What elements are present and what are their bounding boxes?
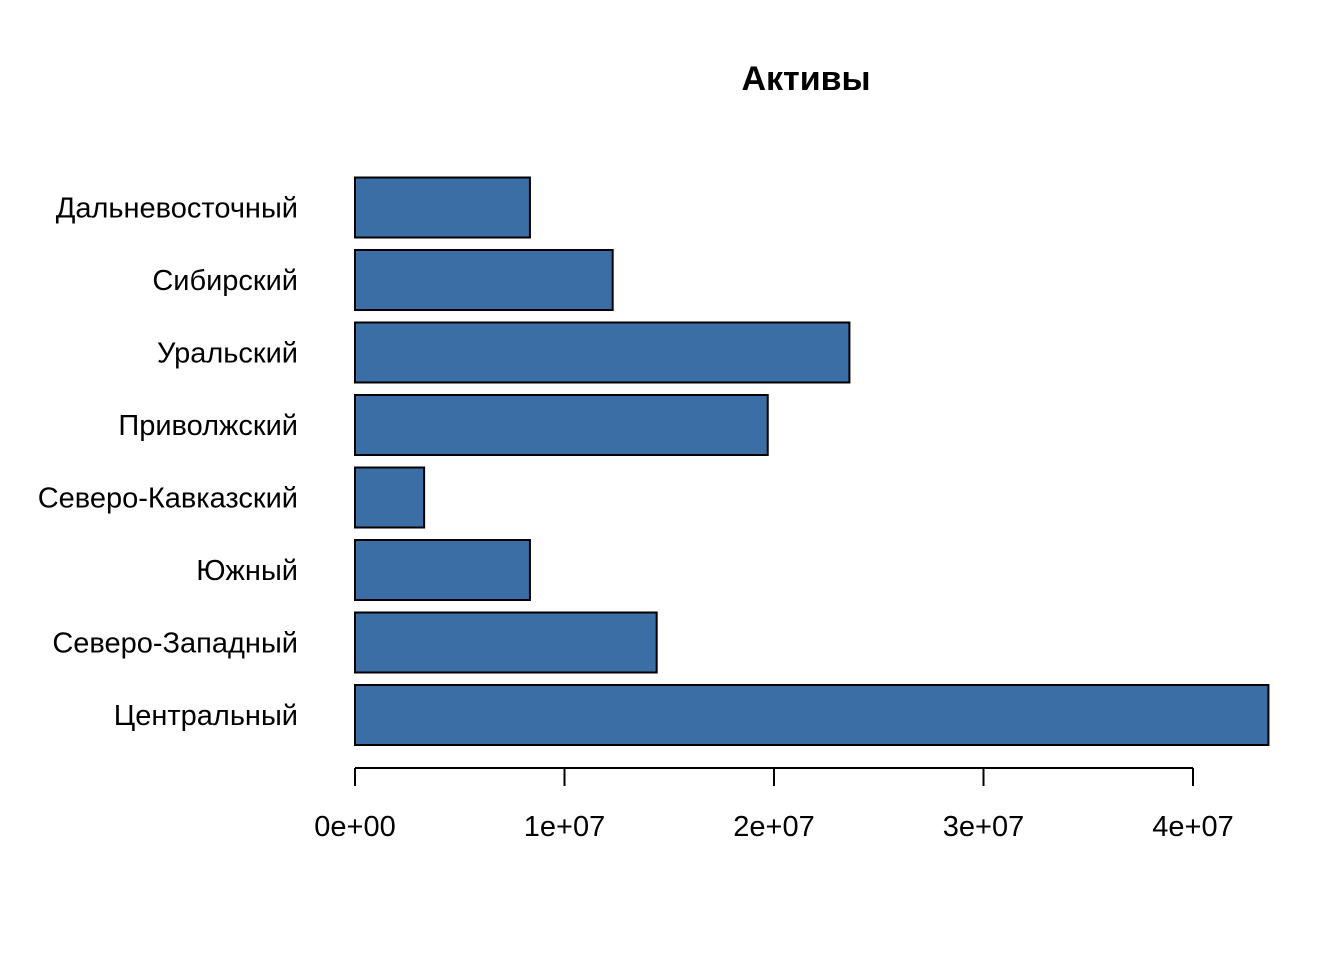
category-label-item-1: Северо-Западный <box>52 628 298 660</box>
chart-title: Активы <box>741 60 870 98</box>
x-tick-label-1: 1e+07 <box>524 811 605 843</box>
category-label-item-4: Приволжский <box>118 410 298 442</box>
category-labels: Центральный Северо-Западный Южный Северо-Ка… <box>38 193 298 733</box>
bar-item-2 <box>354 539 531 601</box>
category-label-item-6: Сибирский <box>152 265 298 297</box>
category-label-item-3: Северо-Кавказский <box>38 483 298 515</box>
bar-item-7 <box>354 176 531 239</box>
category-label-item-2: Южный <box>196 555 298 587</box>
x-tick-label-4: 4e+07 <box>1152 811 1233 843</box>
category-label-item-0: Центральный <box>114 700 298 732</box>
bar-item-0 <box>354 684 1270 746</box>
bar-item-5 <box>354 321 851 384</box>
x-tick-label-0: 0e+00 <box>314 811 395 843</box>
category-label-item-5: Уральский <box>157 338 298 370</box>
x-tick-label-2: 2e+07 <box>733 811 814 843</box>
bar-item-4 <box>354 394 769 456</box>
bar-item-1 <box>354 611 658 674</box>
x-axis: 0e+00 1e+07 2e+07 3e+07 4e+07 <box>314 767 1234 843</box>
x-tick-label-3: 3e+07 <box>943 811 1024 843</box>
bar-item-3 <box>354 466 426 529</box>
category-label-item-7: Дальневосточный <box>56 193 298 225</box>
bar-item-6 <box>354 249 614 311</box>
bars-group <box>354 176 1270 746</box>
